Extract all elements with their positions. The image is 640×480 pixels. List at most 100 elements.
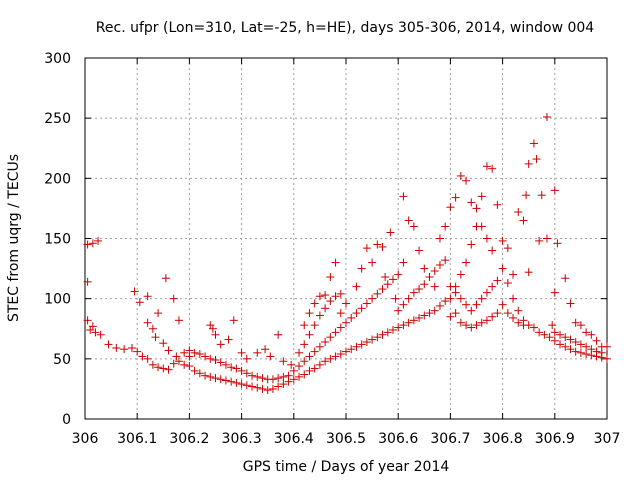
data-point (386, 228, 395, 237)
data-point (331, 292, 340, 301)
data-point (357, 304, 366, 313)
data-point (576, 321, 585, 330)
data-point (477, 222, 486, 231)
data-point (258, 374, 267, 383)
data-point (566, 299, 575, 308)
y-tick-label: 300 (44, 51, 71, 67)
data-point (300, 370, 309, 379)
data-point (430, 266, 439, 275)
data-point (224, 335, 233, 344)
data-point (242, 381, 251, 390)
data-point (274, 382, 283, 391)
data-point (488, 164, 497, 173)
data-point (169, 294, 178, 303)
data-point (300, 340, 309, 349)
data-point (206, 372, 215, 381)
data-point (315, 342, 324, 351)
data-point (342, 299, 350, 308)
data-point (357, 264, 366, 273)
data-point (310, 321, 319, 330)
data-point (556, 340, 565, 349)
data-point (503, 279, 512, 288)
data-point (133, 347, 142, 356)
data-point (420, 264, 429, 273)
data-point (451, 309, 460, 318)
data-point (336, 289, 345, 298)
y-tick-labels: 0 50 100 150 200 250 300 (44, 51, 71, 428)
data-point (394, 306, 403, 315)
data-point (391, 294, 400, 303)
data-point (88, 239, 97, 248)
data-point (237, 366, 246, 375)
data-point (409, 316, 418, 325)
data-point (232, 364, 241, 373)
data-point (383, 280, 392, 289)
data-point (104, 340, 113, 349)
x-tick-label: 306.5 (326, 431, 366, 447)
x-tick-label: 306.6 (378, 431, 418, 447)
data-point (404, 216, 413, 225)
data-point (498, 264, 507, 273)
data-point (592, 336, 601, 345)
data-point (300, 321, 309, 330)
data-point (321, 291, 330, 300)
data-point (211, 374, 220, 383)
data-point (409, 288, 418, 297)
data-point (331, 352, 340, 361)
x-tick-label: 306.7 (430, 431, 470, 447)
data-point (435, 301, 444, 310)
data-point (446, 203, 455, 212)
data-point (399, 300, 408, 309)
data-point (321, 337, 330, 346)
data-point (232, 378, 241, 387)
data-point (279, 380, 288, 389)
data-point (576, 340, 585, 349)
data-point (180, 360, 189, 369)
data-point (456, 294, 465, 303)
data-point (357, 340, 366, 349)
data-point (362, 244, 371, 253)
data-point (482, 316, 491, 325)
data-point (368, 335, 377, 344)
data-point (482, 234, 491, 243)
data-point (548, 321, 557, 330)
data-point (208, 324, 217, 333)
data-point (362, 299, 371, 308)
data-point (446, 282, 455, 291)
data-point (404, 294, 413, 303)
data-point (566, 345, 575, 354)
data-point (261, 345, 270, 354)
data-point (268, 384, 277, 393)
data-point (394, 270, 403, 279)
data-point (498, 300, 507, 309)
x-tick-label: 306.4 (274, 431, 314, 447)
data-point (169, 359, 178, 368)
data-point (127, 344, 136, 353)
data-point (462, 176, 471, 185)
data-point (253, 383, 262, 392)
x-axis-label: GPS time / Days of year 2014 (243, 459, 450, 475)
data-point (550, 328, 559, 337)
data-point (493, 200, 502, 209)
data-point (206, 354, 215, 363)
data-point (399, 321, 408, 330)
data-point (582, 350, 591, 359)
data-point (211, 356, 220, 365)
data-point (174, 357, 183, 366)
data-point (253, 372, 262, 381)
y-tick-label: 0 (62, 412, 71, 428)
data-point (216, 358, 225, 367)
data-point (321, 304, 330, 313)
data-point (553, 239, 562, 248)
data-point (582, 342, 591, 351)
data-point (451, 193, 460, 202)
data-point (498, 236, 507, 245)
data-point (430, 306, 439, 315)
data-point (295, 372, 304, 381)
data-point (216, 375, 225, 384)
data-point (462, 321, 471, 330)
data-point (514, 208, 523, 217)
data-point (603, 354, 611, 363)
data-point (488, 282, 497, 291)
data-point (159, 339, 168, 348)
